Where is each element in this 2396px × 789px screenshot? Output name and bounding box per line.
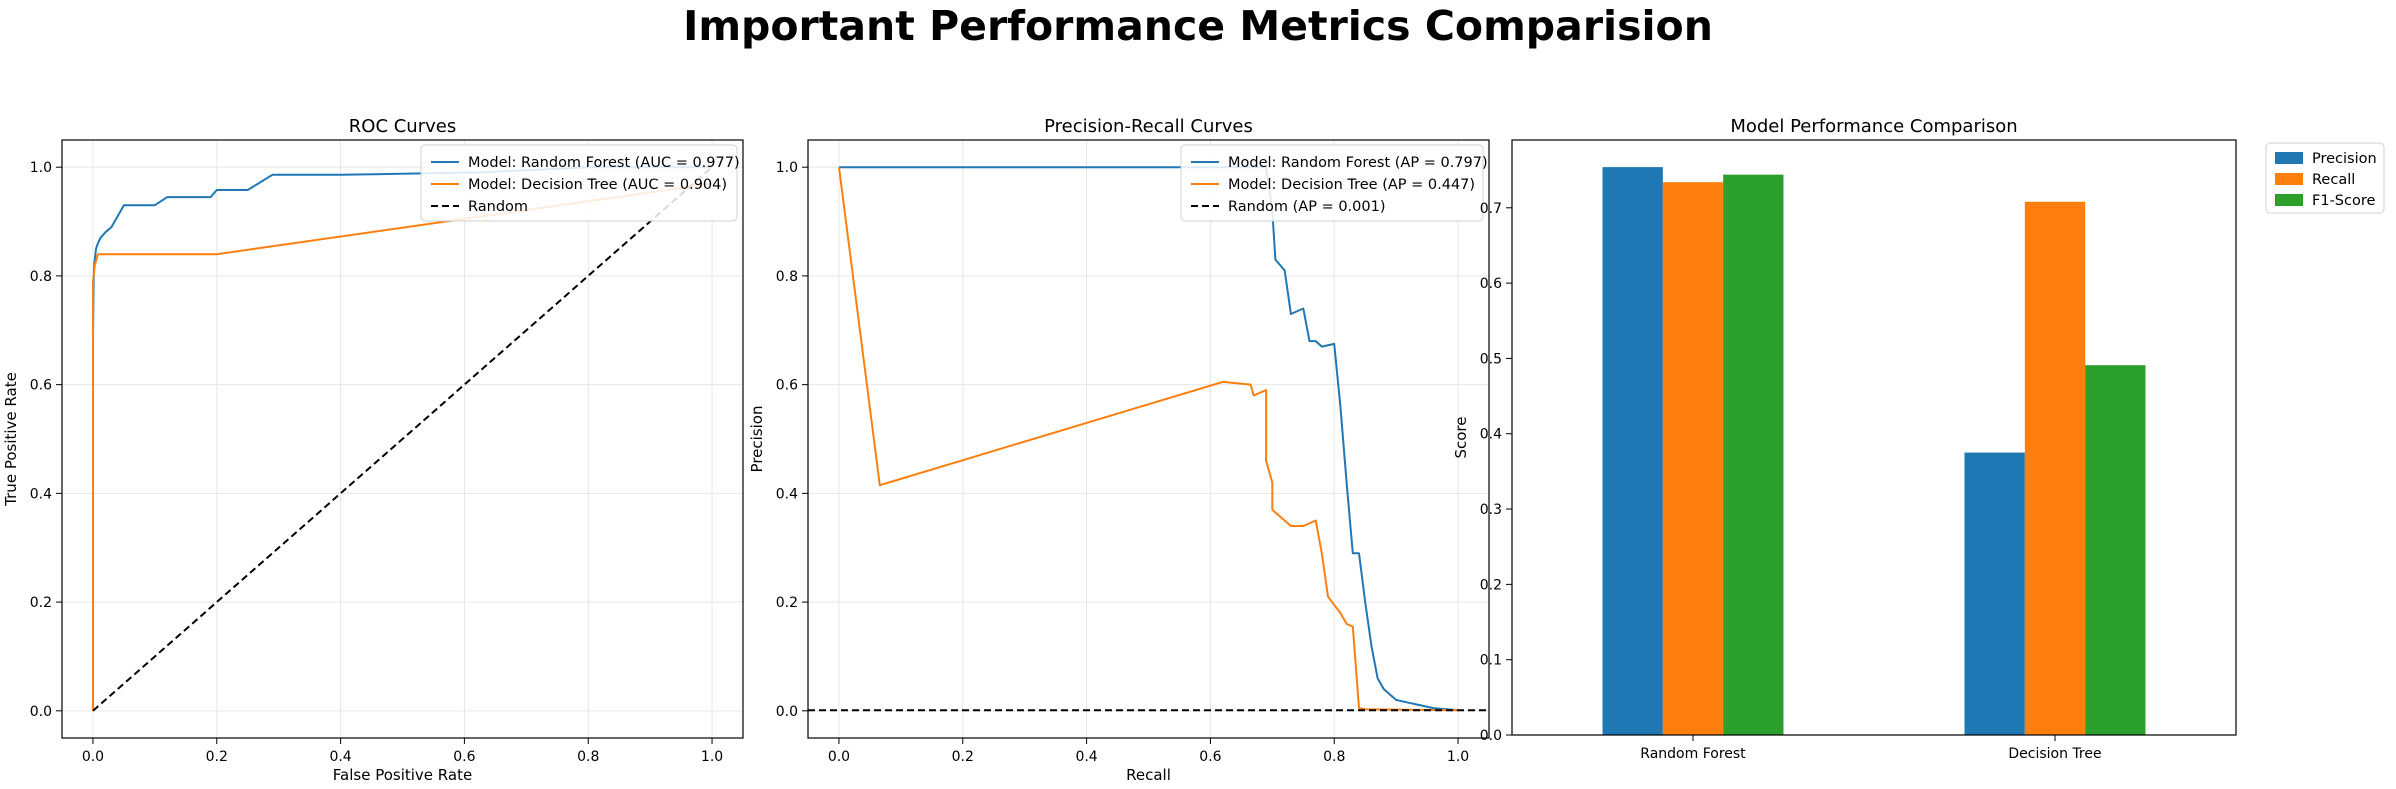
roc-panel: 0.0 0.2 0.4 0.6 0.8 1.0 0.0 0.2 0.4 0.6 0.8 1.0 ROC …: [2, 116, 744, 784]
y-tick-label: 0.6: [1480, 276, 1502, 292]
legend-swatch: [2275, 194, 2303, 206]
y-tick-label: 1.0: [776, 160, 798, 176]
legend-label: F1-Score: [2312, 193, 2375, 209]
y-tick-label: 0.0: [776, 704, 798, 720]
legend: Model: Random Forest (AUC = 0.977) Model:…: [420, 144, 740, 222]
y-tick-label: 0.1: [1480, 653, 1502, 669]
legend-label: Model: Random Forest (AP = 0.797): [1228, 155, 1488, 171]
plot-frame: [1511, 139, 2237, 736]
x-tick-label: 0.8: [1323, 749, 1345, 765]
legend-label: Recall: [2312, 172, 2355, 188]
y-axis-label: Precision: [748, 406, 766, 473]
series-line-1: [92, 166, 712, 711]
y-tick-label: 0.4: [776, 486, 798, 502]
y-tick-label: 0.2: [30, 595, 52, 611]
y-tick-label: 0.5: [1480, 351, 1502, 367]
x-tick-label: 0.4: [1075, 749, 1097, 765]
legend: Precision Recall F1-Score: [2265, 142, 2385, 214]
x-tick-label: 0.4: [329, 749, 351, 765]
pr-panel: 0.0 0.2 0.4 0.6 0.8 1.0 0.0 0.2 0.4 0.6 0.8 1.0 Prec…: [748, 116, 1490, 784]
legend-box: [1180, 144, 1484, 222]
bar-recall-1: [1662, 182, 1724, 735]
y-tick-label: 0.8: [776, 269, 798, 285]
legend-label: Random: [468, 199, 528, 215]
bar-f1-score-2: [2085, 365, 2146, 735]
y-tick-label: 0.6: [30, 378, 52, 394]
y-axis-label: Score: [1452, 416, 1470, 458]
y-tick-label: 0.8: [30, 269, 52, 285]
bar-panel: 0.0 0.1 0.2 0.3 0.4 0.5 0.6 0.7 Random Forest Dec…: [1452, 116, 2385, 762]
series-line-1: [839, 166, 1459, 712]
x-tick-label: 0.6: [453, 749, 475, 765]
plot-frame: [61, 139, 744, 739]
x-tick-label: 0.2: [206, 749, 228, 765]
x-axis-label: False Positive Rate: [333, 766, 472, 784]
x-axis-label: Recall: [1126, 766, 1171, 784]
legend-swatch: [2275, 173, 2303, 185]
legend-label: Model: Decision Tree (AP = 0.447): [1228, 177, 1475, 193]
panel-title: ROC Curves: [349, 116, 456, 137]
bar-recall-2: [2024, 201, 2086, 735]
legend-box: [420, 144, 738, 222]
bar-precision-1: [1602, 167, 1663, 736]
bar-f1-score-1: [1723, 174, 1784, 735]
series-line-2: [838, 167, 1459, 712]
legend-label: Random (AP = 0.001): [1228, 199, 1386, 215]
y-tick-label: 0.0: [1480, 728, 1502, 744]
x-tick-label: 0.2: [952, 749, 974, 765]
x-tick-label: Random Forest: [1640, 746, 1746, 762]
x-tick-label: 1.0: [1447, 749, 1469, 765]
y-tick-label: 0.7: [1480, 201, 1502, 217]
plot-frame: [807, 139, 1490, 739]
x-tick-label: Decision Tree: [2008, 746, 2101, 762]
y-tick-label: 0.2: [1480, 577, 1502, 593]
x-tick-label: 0.0: [828, 749, 850, 765]
series-line-3: [92, 166, 713, 712]
y-tick-label: 0.6: [776, 378, 798, 394]
y-tick-label: 1.0: [30, 160, 52, 176]
x-tick-label: 0.8: [577, 749, 599, 765]
x-tick-label: 0.6: [1199, 749, 1221, 765]
y-tick-label: 0.3: [1480, 502, 1502, 518]
legend-label: Model: Random Forest (AUC = 0.977): [468, 155, 740, 171]
y-tick-label: 0.4: [1480, 427, 1502, 443]
figure-title: Important Performance Metrics Comparisio…: [683, 2, 1713, 50]
legend-label: Precision: [2312, 151, 2377, 167]
panel-title: Precision-Recall Curves: [1044, 116, 1253, 137]
legend-label: Model: Decision Tree (AUC = 0.904): [468, 177, 727, 193]
bar-precision-2: [1964, 452, 2025, 735]
y-tick-label: 0.0: [30, 704, 52, 720]
y-tick-label: 0.4: [30, 486, 52, 502]
panel-title: Model Performance Comparison: [1730, 116, 2017, 137]
x-tick-label: 1.0: [701, 749, 723, 765]
legend-swatch: [2275, 152, 2303, 164]
y-tick-label: 0.2: [776, 595, 798, 611]
x-tick-label: 0.0: [82, 749, 104, 765]
legend: Model: Random Forest (AP = 0.797) Model: …: [1180, 144, 1488, 222]
series-line-2: [92, 182, 713, 711]
y-axis-label: True Positive Rate: [2, 372, 20, 507]
